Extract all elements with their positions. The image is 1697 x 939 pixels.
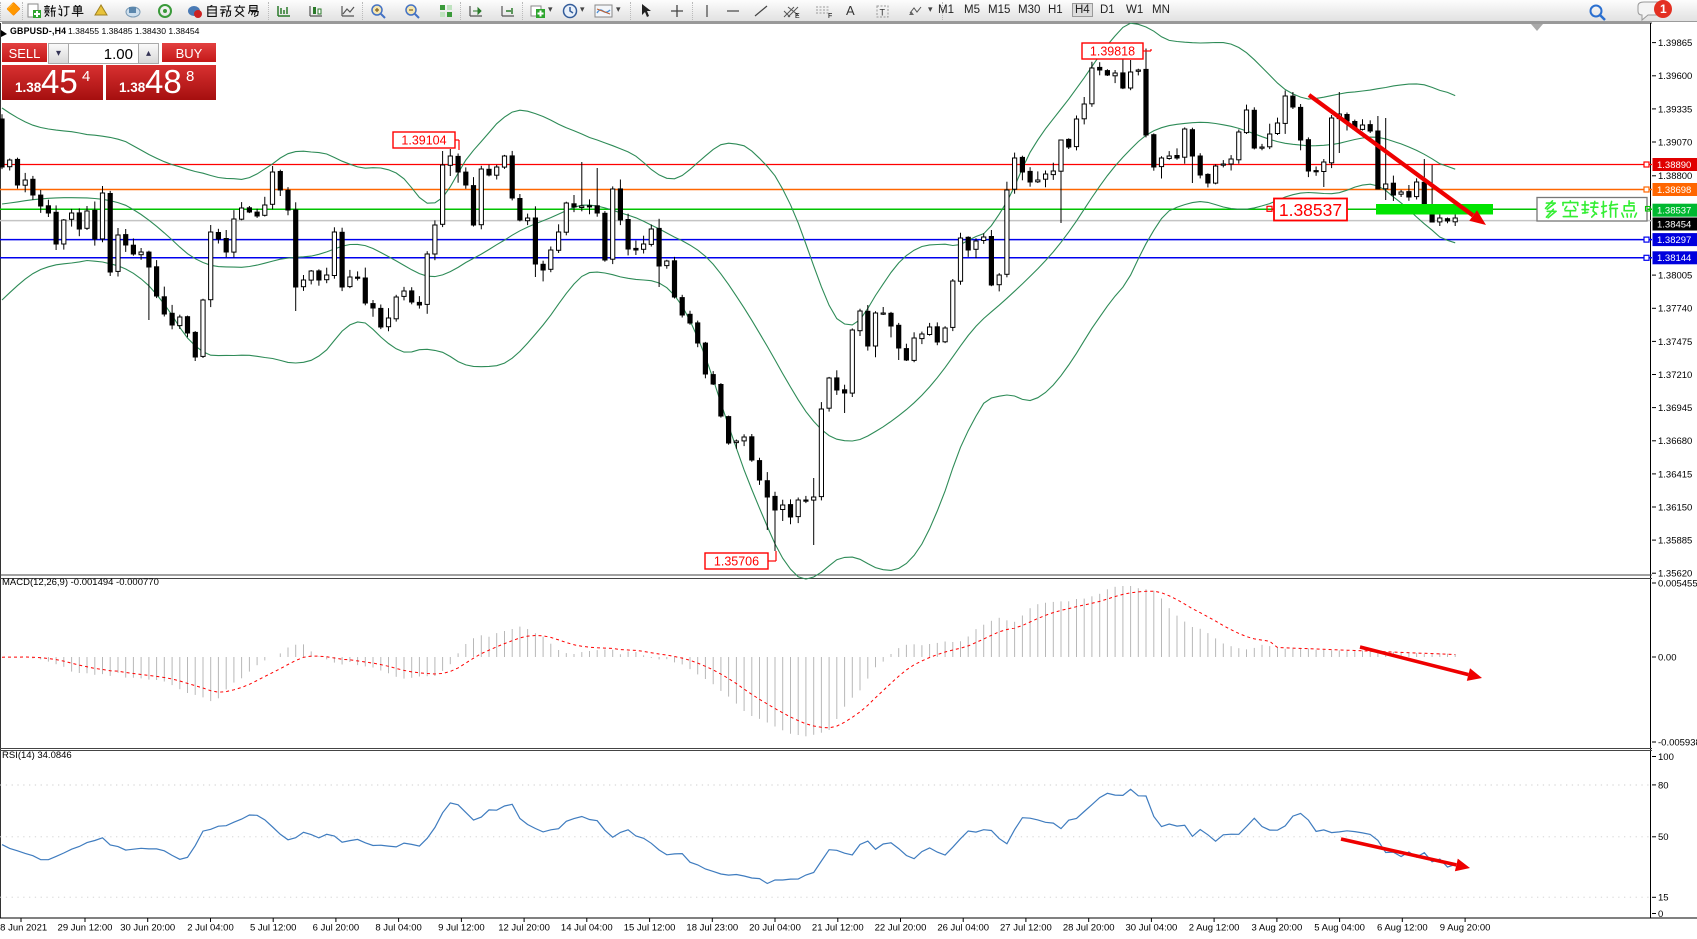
svg-text:30 Jun 20:00: 30 Jun 20:00 <box>120 923 175 934</box>
svg-text:1.38297: 1.38297 <box>1657 235 1691 246</box>
svg-text:5 Jul 12:00: 5 Jul 12:00 <box>250 923 296 934</box>
svg-text:1.39335: 1.39335 <box>1658 104 1692 115</box>
svg-text:1.36150: 1.36150 <box>1658 502 1692 513</box>
svg-text:T: T <box>880 8 886 18</box>
svg-text:1.39818: 1.39818 <box>1090 45 1135 59</box>
svg-text:22 Jul 20:00: 22 Jul 20:00 <box>875 923 927 934</box>
svg-text:1.38890: 1.38890 <box>1657 160 1691 171</box>
svg-text:1.38455 1.38485 1.38430 1.3845: 1.38455 1.38485 1.38430 1.38454 <box>68 26 200 36</box>
svg-text:1.37475: 1.37475 <box>1658 337 1692 348</box>
svg-text:29 Jun 12:00: 29 Jun 12:00 <box>58 923 113 934</box>
svg-text:1.36945: 1.36945 <box>1658 403 1692 414</box>
svg-text:26 Jul 04:00: 26 Jul 04:00 <box>937 923 989 934</box>
svg-text:2 Aug 12:00: 2 Aug 12:00 <box>1189 923 1240 934</box>
svg-text:30 Jul 04:00: 30 Jul 04:00 <box>1126 923 1178 934</box>
svg-text:5 Aug 04:00: 5 Aug 04:00 <box>1314 923 1365 934</box>
svg-text:0: 0 <box>1658 909 1663 920</box>
svg-text:1.38005: 1.38005 <box>1658 271 1692 282</box>
svg-text:8 Jul 04:00: 8 Jul 04:00 <box>375 923 421 934</box>
svg-text:1.38537: 1.38537 <box>1279 200 1342 220</box>
svg-text:RSI(14) 34.0846: RSI(14) 34.0846 <box>2 750 72 761</box>
svg-text:0.00: 0.00 <box>1658 652 1677 663</box>
svg-text:1.38144: 1.38144 <box>1657 253 1691 264</box>
svg-text:1.35885: 1.35885 <box>1658 536 1692 547</box>
svg-text:50: 50 <box>1658 832 1669 843</box>
svg-text:1.37210: 1.37210 <box>1658 370 1692 381</box>
svg-text:1.39865: 1.39865 <box>1658 38 1692 49</box>
svg-text:1.39600: 1.39600 <box>1658 71 1692 82</box>
svg-text:3 Aug 20:00: 3 Aug 20:00 <box>1252 923 1303 934</box>
svg-text:28 Jun 2021: 28 Jun 2021 <box>0 923 47 934</box>
svg-text:28 Jul 20:00: 28 Jul 20:00 <box>1063 923 1115 934</box>
svg-text:F: F <box>828 13 832 19</box>
svg-text:20 Jul 04:00: 20 Jul 04:00 <box>749 923 801 934</box>
svg-text:1.38537: 1.38537 <box>1657 206 1691 217</box>
svg-text:6 Jul 20:00: 6 Jul 20:00 <box>313 923 359 934</box>
svg-text:E: E <box>795 13 800 19</box>
svg-text:1.38698: 1.38698 <box>1657 185 1691 196</box>
svg-text:0.005455: 0.005455 <box>1658 578 1697 589</box>
svg-text:21 Jul 12:00: 21 Jul 12:00 <box>812 923 864 934</box>
svg-text:MACD(12,26,9) -0.001494 -0.000: MACD(12,26,9) -0.001494 -0.000770 <box>2 577 159 588</box>
svg-text:6 Aug 12:00: 6 Aug 12:00 <box>1377 923 1428 934</box>
svg-text:9 Jul 12:00: 9 Jul 12:00 <box>438 923 484 934</box>
svg-text:14 Jul 04:00: 14 Jul 04:00 <box>561 923 613 934</box>
svg-text:1.38454: 1.38454 <box>1657 219 1691 230</box>
svg-text:2 Jul 04:00: 2 Jul 04:00 <box>187 923 233 934</box>
svg-text:1.37740: 1.37740 <box>1658 304 1692 315</box>
svg-text:GBPUSD-,H4: GBPUSD-,H4 <box>10 26 66 36</box>
svg-text:1.38800: 1.38800 <box>1658 171 1692 182</box>
svg-text:80: 80 <box>1658 780 1669 791</box>
svg-text:1.39070: 1.39070 <box>1658 137 1692 148</box>
svg-text:1.35620: 1.35620 <box>1658 569 1692 580</box>
svg-text:12 Jul 20:00: 12 Jul 20:00 <box>498 923 550 934</box>
svg-text:15 Jul 12:00: 15 Jul 12:00 <box>624 923 676 934</box>
svg-text:1: 1 <box>1660 2 1667 16</box>
svg-text:1.35706: 1.35706 <box>714 555 759 569</box>
svg-text:27 Jul 12:00: 27 Jul 12:00 <box>1000 923 1052 934</box>
svg-text:-0.005938: -0.005938 <box>1658 737 1697 748</box>
svg-text:18 Jul 23:00: 18 Jul 23:00 <box>686 923 738 934</box>
svg-text:1.39104: 1.39104 <box>401 134 446 148</box>
svg-text:1.36415: 1.36415 <box>1658 469 1692 480</box>
svg-text:9 Aug 20:00: 9 Aug 20:00 <box>1440 923 1491 934</box>
svg-text:15: 15 <box>1658 893 1669 904</box>
svg-text:1.36680: 1.36680 <box>1658 436 1692 447</box>
svg-text:100: 100 <box>1658 752 1674 763</box>
